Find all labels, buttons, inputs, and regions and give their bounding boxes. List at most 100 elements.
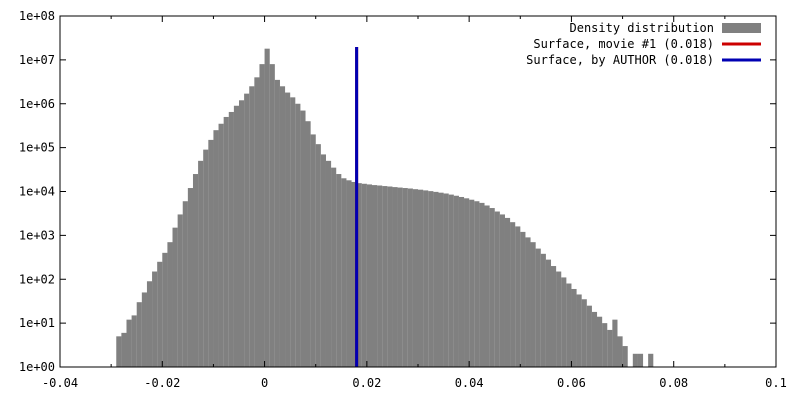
histogram-bar bbox=[141, 292, 147, 367]
y-tick-label: 1e+07 bbox=[19, 53, 55, 67]
histogram-bar bbox=[617, 336, 623, 367]
histogram-bar bbox=[315, 144, 321, 367]
histogram-bar bbox=[525, 237, 531, 367]
histogram-bar bbox=[474, 201, 480, 367]
legend-author-surface-label: Surface, by AUTHOR (0.018) bbox=[526, 53, 714, 67]
histogram-bar bbox=[607, 329, 613, 367]
histogram-bar bbox=[218, 123, 224, 367]
histogram-bar bbox=[300, 110, 306, 368]
histogram-bar bbox=[576, 294, 582, 367]
histogram-bar bbox=[346, 180, 352, 367]
histogram-bar bbox=[418, 189, 424, 367]
y-axis: 1e+00 1e+01 1e+02 1e+03 1e+04 1e+05 1e+06 1e+07… bbox=[19, 9, 776, 374]
histogram-bar bbox=[387, 186, 393, 367]
histogram-bar bbox=[126, 319, 132, 367]
histogram-bar bbox=[402, 188, 408, 367]
histogram-bar bbox=[377, 185, 383, 367]
histogram-bar bbox=[632, 353, 638, 367]
histogram-bar bbox=[397, 187, 403, 367]
x-tick-label: -0.04 bbox=[42, 376, 78, 390]
histogram-bar bbox=[223, 116, 229, 368]
histogram-bar bbox=[433, 191, 439, 367]
histogram-bar bbox=[648, 353, 654, 367]
histogram-bar bbox=[597, 316, 603, 367]
y-tick-label: 1e+03 bbox=[19, 228, 55, 242]
x-tick-label: 0.02 bbox=[352, 376, 381, 390]
y-tick-label: 1e+08 bbox=[19, 9, 55, 23]
histogram-bar bbox=[341, 178, 347, 367]
histogram-bar bbox=[279, 86, 286, 367]
histogram-bar bbox=[325, 160, 332, 367]
histogram-bar bbox=[520, 231, 526, 367]
legend-density-label: Density distribution bbox=[570, 21, 715, 35]
y-tick-label: 1e+00 bbox=[19, 360, 55, 374]
legend-density-swatch bbox=[722, 23, 761, 33]
histogram-bar bbox=[310, 134, 316, 367]
x-tick-label: 0.1 bbox=[765, 376, 787, 390]
histogram-bar bbox=[371, 185, 378, 367]
histogram-bar bbox=[561, 277, 567, 367]
histogram-bar bbox=[254, 77, 260, 367]
x-tick-label: 0.04 bbox=[455, 376, 484, 390]
histogram-bar bbox=[121, 332, 127, 367]
histogram-bar bbox=[412, 189, 419, 367]
histogram-bar bbox=[545, 259, 552, 367]
histogram-bar bbox=[239, 100, 245, 367]
histogram-bar bbox=[356, 183, 362, 367]
histogram-bar bbox=[586, 305, 592, 367]
histogram-bar bbox=[392, 187, 398, 367]
histogram-bar bbox=[550, 266, 557, 367]
histogram-bar bbox=[361, 183, 367, 367]
histogram-bar bbox=[305, 121, 311, 368]
histogram-bar bbox=[499, 214, 505, 367]
legend-movie-surface-label: Surface, movie #1 (0.018) bbox=[533, 37, 714, 51]
histogram-bar bbox=[637, 353, 644, 367]
y-tick-label: 1e+01 bbox=[19, 316, 55, 330]
histogram-bar bbox=[464, 198, 470, 367]
y-tick-label: 1e+06 bbox=[19, 97, 55, 111]
histogram-bar bbox=[244, 93, 250, 367]
histogram-bar bbox=[366, 184, 373, 367]
histogram-bar bbox=[428, 191, 434, 367]
histogram-bar bbox=[438, 192, 444, 367]
histogram-bar bbox=[448, 194, 454, 367]
histogram-bar bbox=[274, 79, 280, 367]
histogram-bar bbox=[351, 181, 357, 367]
histogram-bar bbox=[228, 111, 234, 368]
histogram-bar bbox=[249, 86, 255, 367]
histogram-bar bbox=[172, 227, 178, 367]
histogram-bar bbox=[259, 64, 265, 367]
histogram-bar bbox=[192, 174, 199, 367]
histogram-bar bbox=[336, 174, 342, 367]
histogram-bar bbox=[494, 211, 500, 367]
histogram-bar bbox=[540, 253, 546, 367]
histogram-bar bbox=[571, 288, 577, 367]
histogram-bar bbox=[479, 202, 485, 367]
histogram-bar bbox=[213, 130, 219, 367]
histogram-bar bbox=[622, 346, 628, 367]
histogram-bar bbox=[469, 199, 475, 367]
histogram-bar bbox=[157, 261, 163, 367]
histogram-bar bbox=[146, 281, 153, 367]
x-tick-label: 0 bbox=[261, 376, 268, 390]
histogram-bar bbox=[458, 196, 465, 367]
histogram-bar bbox=[131, 315, 137, 367]
histogram-bar bbox=[264, 48, 270, 368]
histogram-bar bbox=[602, 323, 608, 368]
y-tick-label: 1e+05 bbox=[19, 141, 55, 155]
histogram-bar bbox=[136, 302, 142, 367]
histogram-bar bbox=[453, 195, 459, 367]
y-tick-label: 1e+04 bbox=[19, 185, 55, 199]
histogram-bar bbox=[295, 103, 301, 367]
histogram-bar bbox=[566, 283, 572, 367]
x-tick-label: 0.06 bbox=[557, 376, 586, 390]
legend: Density distribution Surface, movie #1 (0… bbox=[526, 21, 761, 67]
y-tick-label: 1e+02 bbox=[19, 272, 55, 286]
histogram-bar bbox=[320, 154, 326, 367]
histogram-bar bbox=[504, 217, 511, 367]
histogram-bar bbox=[331, 167, 337, 367]
histogram-bar bbox=[116, 336, 122, 367]
histogram-bar bbox=[162, 252, 168, 367]
histogram-bars bbox=[116, 48, 654, 368]
